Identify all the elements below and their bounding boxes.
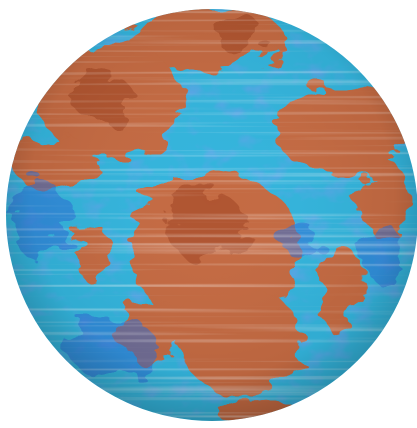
globe bbox=[0, 0, 417, 428]
page bbox=[0, 0, 417, 428]
planet-image bbox=[0, 0, 417, 428]
shading bbox=[6, 9, 417, 421]
